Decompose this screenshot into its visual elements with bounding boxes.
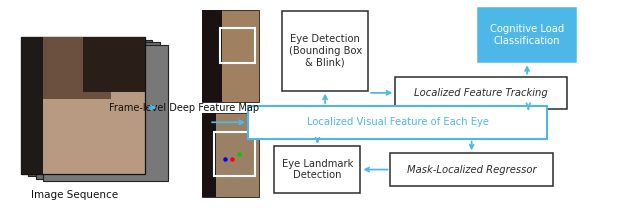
Text: Mask-Localized Regressor: Mask-Localized Regressor [407, 165, 536, 175]
FancyBboxPatch shape [248, 106, 547, 139]
FancyBboxPatch shape [395, 76, 567, 109]
Text: Image Sequence: Image Sequence [31, 190, 118, 200]
FancyBboxPatch shape [202, 10, 222, 102]
FancyBboxPatch shape [202, 10, 259, 102]
FancyBboxPatch shape [36, 42, 160, 179]
FancyBboxPatch shape [28, 40, 152, 176]
FancyBboxPatch shape [44, 45, 168, 181]
FancyBboxPatch shape [20, 37, 145, 174]
Text: Localized Visual Feature of Each Eye: Localized Visual Feature of Each Eye [307, 117, 489, 127]
FancyBboxPatch shape [202, 113, 259, 197]
FancyBboxPatch shape [282, 11, 368, 91]
Text: Eye Landmark
Detection: Eye Landmark Detection [282, 159, 353, 180]
FancyBboxPatch shape [83, 37, 145, 92]
FancyBboxPatch shape [390, 153, 553, 186]
FancyBboxPatch shape [202, 113, 216, 197]
FancyBboxPatch shape [275, 147, 360, 193]
Text: Localized Feature Tracking: Localized Feature Tracking [414, 88, 548, 98]
Text: Eye Detection
(Bounding Box
& Blink): Eye Detection (Bounding Box & Blink) [289, 34, 362, 67]
Text: Frame-level Deep Feature Map: Frame-level Deep Feature Map [109, 102, 259, 112]
Text: Cognitive Load
Classification: Cognitive Load Classification [490, 24, 564, 46]
FancyBboxPatch shape [477, 8, 577, 62]
FancyBboxPatch shape [43, 37, 111, 99]
FancyBboxPatch shape [20, 37, 145, 174]
FancyBboxPatch shape [20, 37, 43, 174]
